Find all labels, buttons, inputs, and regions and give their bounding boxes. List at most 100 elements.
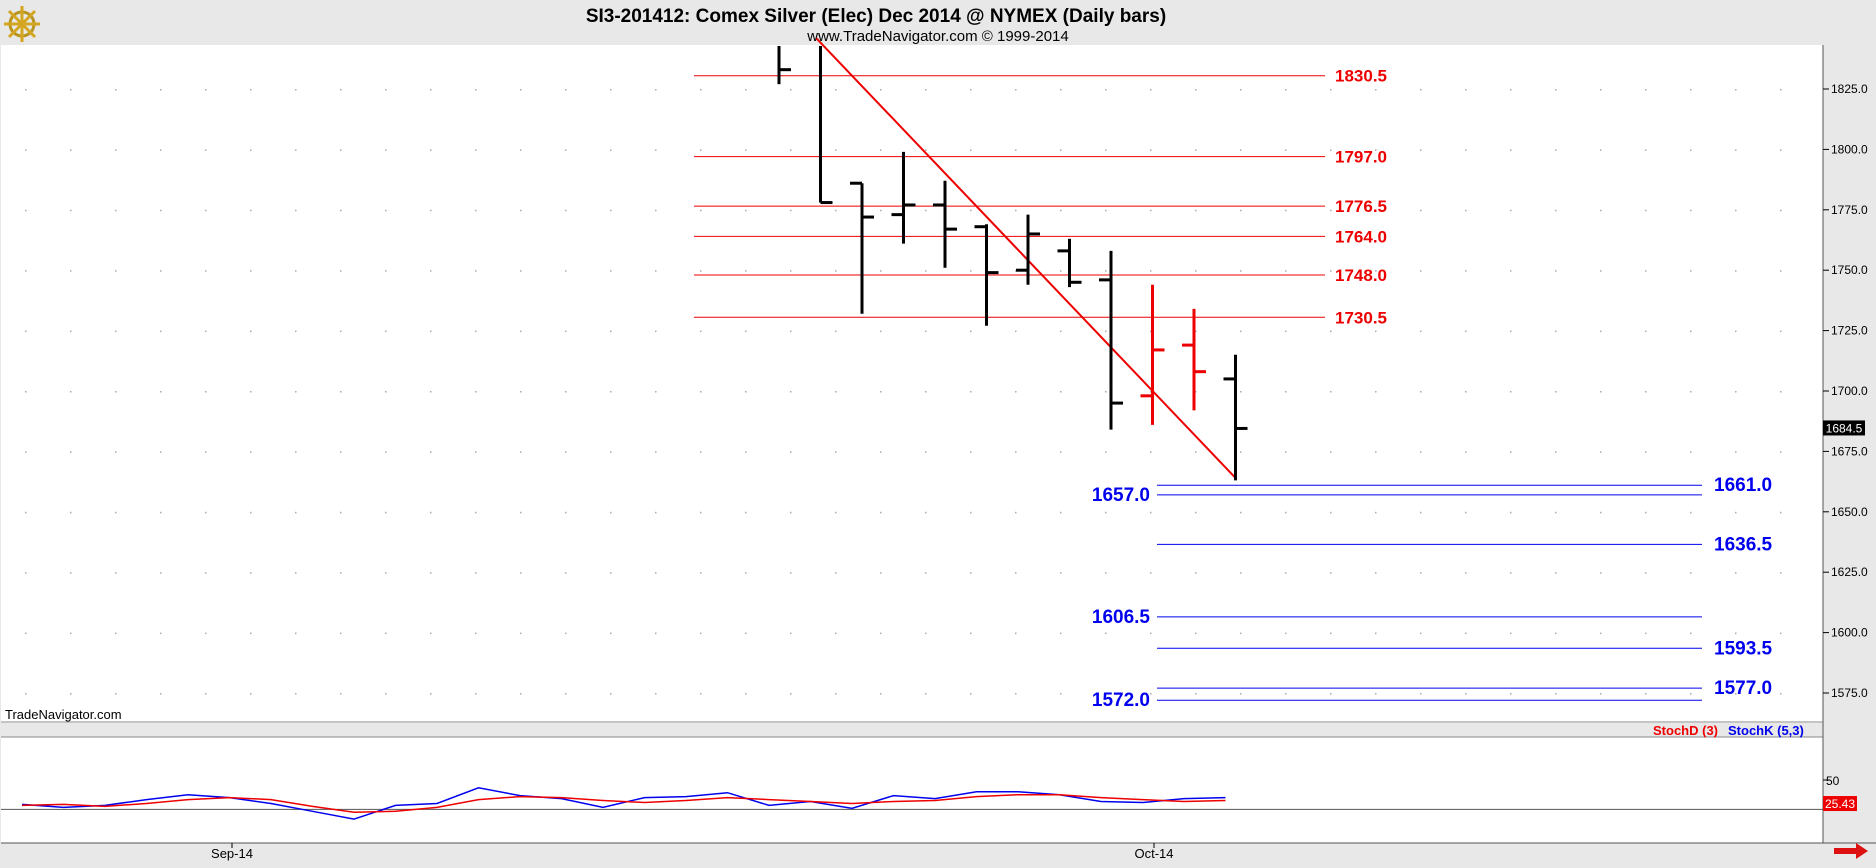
grid-dot xyxy=(1555,632,1557,635)
grid-dot xyxy=(1060,451,1062,453)
grid-dot xyxy=(520,270,522,272)
grid-dot xyxy=(295,632,297,635)
grid-dot xyxy=(1555,572,1557,574)
grid-dot xyxy=(1060,572,1062,574)
ohlc-bar xyxy=(933,180,957,268)
grid-dot xyxy=(1150,89,1152,91)
grid-dot xyxy=(115,572,117,574)
grid-dot xyxy=(1285,632,1287,635)
grid-dot xyxy=(700,693,702,695)
ohlc-bar xyxy=(819,46,833,205)
grid-dot xyxy=(700,270,702,272)
grid-dot xyxy=(1375,89,1377,91)
grid-dot xyxy=(655,451,657,453)
grid-dot xyxy=(565,209,567,212)
grid-dot xyxy=(1150,632,1152,635)
grid-dot xyxy=(1330,209,1332,212)
grid-dot xyxy=(1105,270,1107,272)
grid-dot xyxy=(160,330,162,333)
grid-dot xyxy=(250,89,252,91)
grid-dot xyxy=(475,693,477,695)
grid-dot xyxy=(610,451,612,453)
grid-dot xyxy=(1285,330,1287,333)
grid-dot xyxy=(565,330,567,333)
grid-dot xyxy=(385,89,387,91)
grid-dot xyxy=(745,693,747,695)
grid-dot xyxy=(1555,330,1557,333)
grid-dot xyxy=(250,511,252,514)
grid-dot xyxy=(475,572,477,574)
grid-dot xyxy=(1015,270,1017,272)
stoch-d-legend: StochD (3) xyxy=(1653,723,1718,738)
grid-dot xyxy=(610,209,612,212)
grid-dot xyxy=(970,330,972,333)
grid-dot xyxy=(1420,391,1422,393)
grid-dot xyxy=(1375,209,1377,212)
grid-dot xyxy=(295,511,297,514)
grid-dot xyxy=(1735,511,1737,514)
grid-dot xyxy=(925,572,927,574)
grid-dot xyxy=(1690,632,1692,635)
grid-dot xyxy=(115,511,117,514)
grid-dot xyxy=(1465,209,1467,212)
grid-dot xyxy=(25,330,27,333)
grid-dot xyxy=(70,270,72,272)
grid-dot xyxy=(1015,209,1017,212)
fib-levels: 1830.5 1797.0 1776.5 1764.0 1748.0 1730.5 1661… xyxy=(694,67,1773,711)
grid-dot xyxy=(520,693,522,695)
grid-dot xyxy=(250,451,252,453)
grid-dot xyxy=(1600,270,1602,272)
resistance-label: 1830.5 xyxy=(1335,67,1387,86)
grid-dot xyxy=(25,451,27,453)
grid-dot xyxy=(385,270,387,272)
grid-dot xyxy=(970,270,972,272)
grid-dot xyxy=(385,632,387,635)
grid-dot xyxy=(430,693,432,695)
grid-dot xyxy=(160,451,162,453)
grid-dot xyxy=(1645,391,1647,393)
grid-dot xyxy=(295,572,297,574)
ohlc-bar xyxy=(1182,308,1206,411)
grid-dot xyxy=(790,451,792,453)
grid-dot xyxy=(1150,451,1152,453)
downtrend-line xyxy=(815,37,1237,479)
grid-dot xyxy=(1330,149,1332,151)
grid-dot xyxy=(385,209,387,212)
grid-dot xyxy=(70,451,72,453)
grid-dot xyxy=(970,209,972,212)
grid-dot xyxy=(1195,451,1197,453)
grid-dot xyxy=(1240,693,1242,695)
grid-dot xyxy=(250,270,252,272)
grid-dot xyxy=(385,149,387,151)
grid-dot xyxy=(340,451,342,453)
grid-dot xyxy=(1465,572,1467,574)
grid-dot xyxy=(1330,572,1332,574)
grid-dot xyxy=(1420,330,1422,333)
grid-dot xyxy=(1105,632,1107,635)
grid-dot xyxy=(1105,511,1107,514)
scroll-right-arrow-icon[interactable] xyxy=(1834,843,1868,859)
resistance-label: 1730.5 xyxy=(1335,308,1387,327)
grid-dot xyxy=(1330,693,1332,695)
price-tick-label: 1825.0 xyxy=(1831,82,1868,96)
grid-dot xyxy=(115,89,117,91)
grid-dot xyxy=(205,149,207,151)
grid-dot xyxy=(295,330,297,333)
grid-dot xyxy=(1735,451,1737,453)
grid-dot xyxy=(1195,270,1197,272)
grid-dot xyxy=(70,209,72,212)
grid-dot xyxy=(835,149,837,151)
grid-dot xyxy=(1375,511,1377,514)
grid-dot xyxy=(1015,330,1017,333)
grid-dot xyxy=(205,209,207,212)
grid-dot xyxy=(25,632,27,635)
grid-dot xyxy=(1285,89,1287,91)
stoch-pane xyxy=(1,737,1823,843)
ship-wheel-logo-icon[interactable] xyxy=(4,6,40,42)
grid-dot xyxy=(1420,209,1422,212)
grid-dot xyxy=(430,632,432,635)
grid-dot xyxy=(835,693,837,695)
grid-dot xyxy=(1240,632,1242,635)
grid-dot xyxy=(925,89,927,91)
grid-dot xyxy=(475,451,477,453)
